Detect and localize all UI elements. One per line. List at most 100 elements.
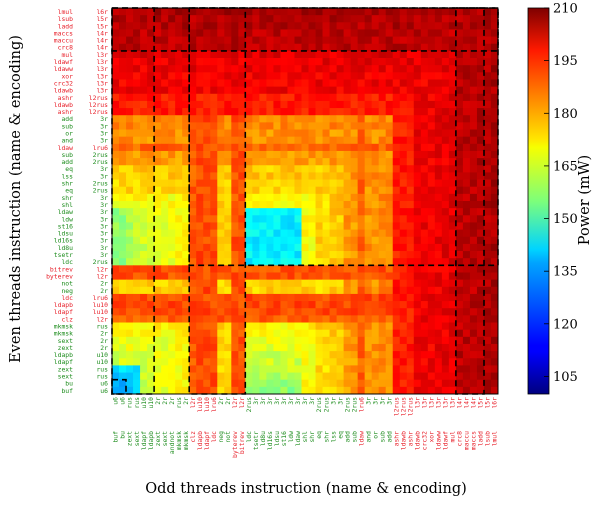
heatmap-cell: [112, 222, 120, 230]
heatmap-cell: [392, 29, 401, 37]
heatmap-cell: [119, 108, 127, 116]
heatmap-cell: [147, 365, 155, 373]
heatmap-cell: [210, 86, 218, 95]
heatmap-cell: [294, 329, 302, 338]
heatmap-cell: [189, 272, 197, 281]
heatmap-cell: [168, 351, 176, 359]
heatmap-cell: [462, 172, 471, 180]
heatmap-cell: [259, 150, 267, 159]
heatmap-cell: [399, 351, 408, 359]
heatmap-cell: [448, 279, 457, 288]
heatmap-cell: [406, 308, 415, 316]
heatmap-cell: [343, 86, 352, 95]
heatmap-cell: [441, 329, 450, 338]
heatmap-cell: [427, 351, 436, 359]
heatmap-cell: [224, 150, 232, 159]
heatmap-cell: [462, 50, 471, 59]
heatmap-cell: [182, 43, 190, 52]
heatmap-cell: [448, 272, 457, 281]
heatmap-cell: [322, 158, 330, 166]
heatmap-cell: [469, 293, 478, 302]
heatmap-cell: [392, 251, 401, 259]
heatmap-cell: [308, 286, 316, 295]
heatmap-cell: [196, 379, 204, 388]
heatmap-cell: [182, 208, 190, 216]
heatmap-cell: [476, 279, 485, 288]
heatmap-cell: [378, 50, 387, 59]
heatmap-cell: [259, 143, 267, 152]
heatmap-cell: [133, 358, 141, 366]
heatmap-cell: [385, 72, 394, 80]
heatmap-cell: [399, 100, 408, 109]
heatmap-cell: [189, 279, 197, 288]
heatmap-cell: [357, 372, 366, 381]
heatmap-cell: [210, 36, 218, 45]
heatmap-cell: [336, 293, 344, 302]
heatmap-cell: [287, 308, 295, 316]
heatmap-cell: [301, 329, 309, 338]
heatmap-cell: [280, 8, 288, 16]
heatmap-cell: [427, 243, 436, 252]
heatmap-cell: [119, 258, 127, 266]
heatmap-cell: [371, 236, 380, 245]
heatmap-cell: [469, 279, 478, 288]
heatmap-cell: [154, 336, 162, 345]
heatmap-cell: [413, 315, 422, 323]
heatmap-cell: [182, 150, 190, 159]
heatmap-cell: [336, 365, 344, 373]
heatmap-cell: [448, 308, 457, 316]
heatmap-cell: [217, 172, 225, 180]
heatmap-cell: [371, 43, 380, 52]
heatmap-cell: [175, 129, 183, 138]
heatmap-cell: [329, 308, 337, 316]
heatmap-cell: [406, 208, 415, 216]
heatmap-cell: [406, 343, 415, 352]
heatmap-cell: [287, 329, 295, 338]
heatmap-cell: [420, 265, 429, 273]
heatmap-cell: [434, 265, 443, 273]
heatmap-cell: [392, 308, 401, 316]
heatmap-cell: [273, 86, 281, 95]
heatmap-cell: [175, 293, 183, 302]
colorbar-title: Power (mW): [577, 155, 593, 245]
heatmap-cell: [469, 129, 478, 138]
heatmap-cell: [203, 293, 211, 302]
heatmap-cell: [294, 343, 302, 352]
heatmap-cell: [147, 150, 155, 159]
heatmap-cell: [273, 315, 281, 323]
heatmap-cell: [161, 236, 169, 245]
heatmap-cell: [483, 22, 492, 30]
heatmap-cell: [469, 322, 478, 331]
heatmap-cell: [343, 208, 352, 216]
heatmap-cell: [469, 215, 478, 223]
heatmap-cell: [315, 15, 323, 23]
heatmap-cell: [448, 22, 457, 30]
heatmap-cell: [420, 201, 429, 209]
heatmap-cell: [301, 201, 309, 209]
heatmap-cell: [413, 201, 422, 209]
heatmap-cell: [434, 322, 443, 331]
heatmap-cell: [357, 15, 366, 23]
heatmap-cell: [231, 22, 239, 30]
heatmap-cell: [364, 186, 373, 195]
heatmap-cell: [308, 43, 316, 52]
heatmap-cell: [350, 115, 359, 123]
heatmap-cell: [252, 286, 260, 295]
heatmap-cell: [329, 258, 337, 266]
heatmap-cell: [196, 222, 204, 230]
heatmap-cell: [259, 208, 267, 216]
heatmap-cell: [182, 265, 190, 273]
heatmap-cell: [378, 351, 387, 359]
heatmap-cell: [483, 36, 492, 45]
heatmap-cell: [357, 222, 366, 230]
heatmap-cell: [168, 251, 176, 259]
heatmap-cell: [203, 322, 211, 331]
heatmap-cell: [245, 72, 253, 80]
heatmap-cell: [336, 351, 344, 359]
heatmap-cell: [441, 8, 450, 16]
heatmap-cell: [343, 215, 352, 223]
heatmap-cell: [147, 108, 155, 116]
heatmap-cell: [371, 272, 380, 281]
heatmap-cell: [259, 8, 267, 16]
